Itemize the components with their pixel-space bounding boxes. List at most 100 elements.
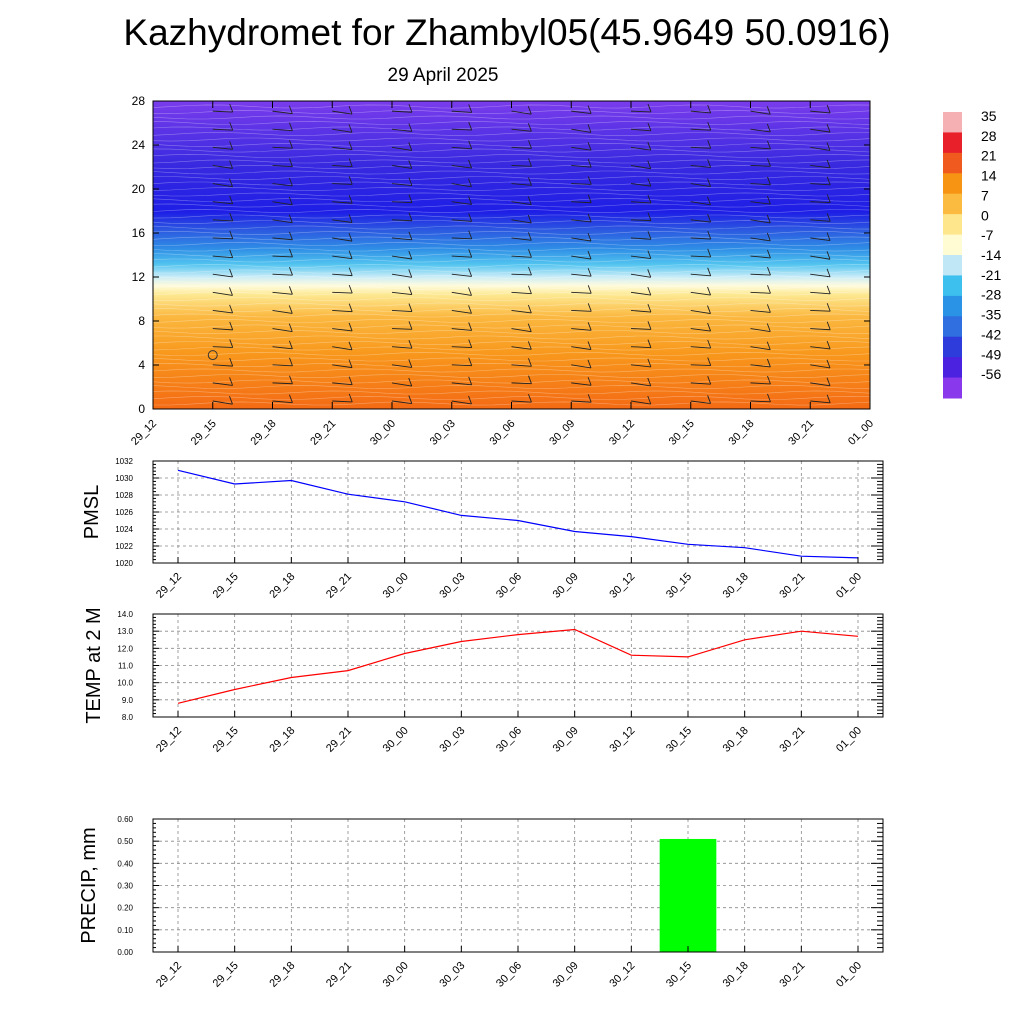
wind-barb-flag	[707, 339, 712, 349]
wind-barb-flag	[528, 266, 532, 276]
wind-barb-flag	[707, 178, 711, 187]
x-tick-label: 30_21	[777, 960, 807, 990]
wind-barb-flag	[348, 195, 353, 204]
wind-barb-flag	[229, 339, 234, 348]
colorbar-label: -14	[981, 247, 1001, 263]
y-tick-label: 4	[138, 358, 145, 372]
wind-barb	[690, 346, 711, 349]
colorbar-swatch	[943, 255, 962, 276]
wind-barb-flag	[468, 249, 473, 258]
wind-barb-flag	[647, 286, 652, 296]
wind-barb	[690, 165, 711, 168]
wind-barb	[332, 110, 353, 115]
wind-barb	[212, 219, 233, 222]
x-tick-label: 30_06	[494, 725, 524, 755]
wind-barb-flag	[528, 158, 532, 167]
wind-barb-flag	[348, 284, 353, 294]
wind-barb	[750, 346, 771, 351]
wind-barb-flag	[826, 303, 831, 312]
y-tick-label: 0.00	[117, 948, 133, 957]
contour-line	[152, 346, 871, 351]
wind-barb	[750, 291, 771, 294]
x-tick-label: 01_00	[834, 960, 864, 990]
wind-barb	[630, 382, 651, 387]
x-tick-label: 30_06	[494, 960, 524, 990]
x-tick-label: 30_00	[381, 571, 411, 601]
wind-barb	[511, 128, 532, 132]
x-tick-label: 30_00	[381, 960, 411, 990]
wind-barb	[272, 346, 293, 350]
wind-barb-flag	[587, 341, 592, 350]
wind-barb-flag	[826, 377, 831, 386]
wind-barb-flag	[408, 177, 413, 186]
wind-barb	[391, 291, 412, 296]
wind-barb	[511, 201, 532, 205]
x-tick-label: 30_03	[437, 571, 467, 601]
wind-barb-flag	[647, 160, 652, 169]
colorbar-label: -7	[981, 227, 994, 243]
y-axis-label: TEMP at 2 M	[83, 607, 105, 723]
wind-barb	[630, 183, 651, 187]
wind-barb	[810, 237, 831, 242]
wind-barb-flag	[647, 377, 652, 387]
wind-barb	[511, 400, 532, 403]
wind-barb	[571, 165, 592, 168]
wind-barb	[571, 110, 592, 114]
x-tick-label: 30_21	[777, 571, 807, 601]
y-tick-label: 16	[132, 226, 146, 240]
wind-barb	[391, 273, 412, 278]
wind-barb-flag	[826, 123, 831, 133]
wind-barb	[451, 128, 472, 131]
wind-barb-flag	[647, 141, 652, 151]
wind-barb-flag	[826, 321, 831, 330]
wind-barb-flag	[647, 339, 652, 348]
wind-barb	[212, 364, 233, 367]
wind-barb	[810, 183, 831, 186]
x-tick-label: 30_06	[494, 571, 524, 601]
wind-barb-flag	[348, 322, 353, 332]
wind-barb-flag	[767, 285, 771, 294]
wind-barb	[391, 309, 412, 313]
wind-barb-flag	[528, 140, 532, 149]
wind-barb	[750, 273, 771, 276]
wind-barb	[571, 291, 592, 294]
wind-barb	[451, 255, 472, 258]
y-tick-label: 11.0	[118, 662, 134, 671]
x-tick-label: 30_15	[667, 418, 697, 448]
wind-barb-flag	[348, 376, 353, 385]
wind-barb-flag	[587, 359, 592, 369]
y-axis-label: PMSL	[81, 485, 103, 539]
colorbar-label: 35	[981, 108, 997, 124]
contour-line	[152, 319, 871, 323]
x-tick-label: 29_12	[129, 418, 159, 448]
contour-line	[152, 143, 871, 147]
wind-barb	[750, 201, 771, 205]
wind-barb	[511, 255, 532, 258]
wind-barb	[690, 146, 711, 149]
wind-barb-flag	[408, 377, 413, 387]
wind-barb-flag	[767, 393, 771, 403]
wind-barb-flag	[766, 123, 771, 133]
y-tick-label: 0.60	[117, 815, 133, 824]
wind-barb	[272, 201, 293, 206]
wind-barb	[511, 146, 532, 149]
contour-line	[152, 275, 871, 279]
x-tick-label: 30_00	[368, 418, 398, 448]
wind-barb	[451, 328, 472, 331]
wind-barb	[690, 219, 711, 223]
wind-barb-flag	[289, 357, 293, 366]
wind-barb	[630, 364, 651, 368]
wind-barb-flag	[826, 213, 831, 222]
wind-barb	[750, 219, 771, 224]
wind-barb	[212, 273, 233, 278]
wind-barb-flag	[587, 394, 592, 403]
wind-barb	[272, 291, 293, 295]
y-tick-label: 1028	[115, 491, 133, 500]
wind-barb	[571, 364, 592, 369]
wind-barb	[630, 400, 651, 405]
contour-line	[152, 341, 871, 345]
wind-barb-flag	[229, 230, 234, 239]
wind-barb	[750, 364, 771, 368]
y-tick-label: 14.0	[117, 610, 133, 619]
wind-barb-flag	[408, 231, 413, 240]
